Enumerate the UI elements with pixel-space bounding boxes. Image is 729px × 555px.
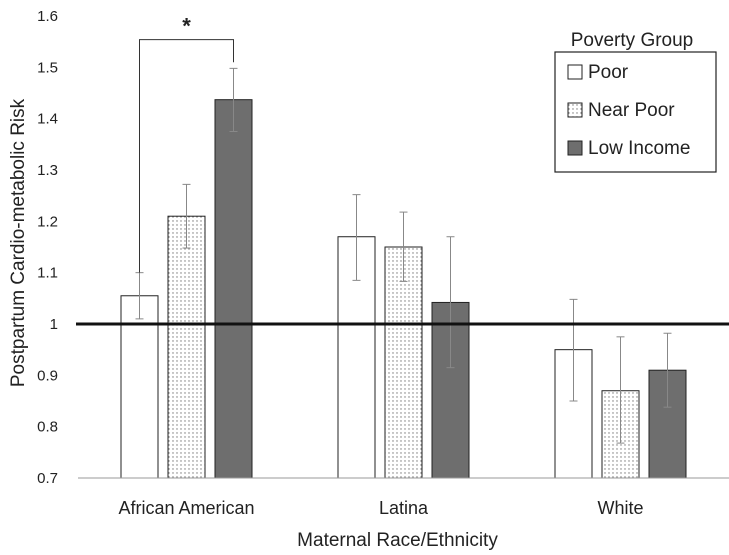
legend-label: Poor bbox=[588, 62, 629, 83]
legend-swatch bbox=[567, 140, 583, 156]
y-tick-label: 1.6 bbox=[37, 8, 58, 25]
y-tick-label: 1.4 bbox=[37, 111, 58, 128]
y-axis: 0.7 0.8 0.9 1 1.1 1.2 1.3 1.4 1.5 1.6 Postpartum C… bbox=[8, 8, 58, 487]
bar bbox=[167, 215, 206, 479]
y-tick-label: 1.3 bbox=[37, 162, 58, 179]
legend-title: Poverty Group bbox=[571, 30, 694, 51]
x-tick-label: White bbox=[597, 498, 643, 518]
bar bbox=[214, 99, 253, 479]
legend-label: Low Income bbox=[588, 138, 690, 159]
y-tick-label: 0.9 bbox=[37, 367, 58, 384]
y-tick-label: 1 bbox=[50, 316, 58, 333]
bars bbox=[76, 67, 729, 479]
y-tick-label: 0.7 bbox=[37, 470, 58, 487]
significance-marker: * bbox=[182, 14, 191, 39]
x-tick-label: African American bbox=[118, 498, 254, 518]
y-tick-label: 1.1 bbox=[37, 265, 58, 282]
y-tick-label: 1.5 bbox=[37, 59, 58, 76]
x-axis-title: Maternal Race/Ethnicity bbox=[297, 530, 498, 551]
y-axis-title: Postpartum Cardio-metabolic Risk bbox=[8, 98, 29, 387]
legend-swatch bbox=[567, 102, 583, 118]
x-tick-label: Latina bbox=[379, 498, 429, 518]
x-axis: African American Latina White Maternal Race… bbox=[78, 477, 729, 551]
legend-label: Near Poor bbox=[588, 100, 675, 121]
legend: Poverty Group Poor Near Poor Low Income bbox=[554, 30, 717, 173]
legend-swatch bbox=[567, 64, 583, 80]
significance-bracket bbox=[139, 39, 234, 273]
annotations: * bbox=[139, 14, 234, 273]
bar bbox=[120, 295, 159, 479]
y-tick-label: 0.8 bbox=[37, 419, 58, 436]
y-tick-label: 1.2 bbox=[37, 213, 58, 230]
